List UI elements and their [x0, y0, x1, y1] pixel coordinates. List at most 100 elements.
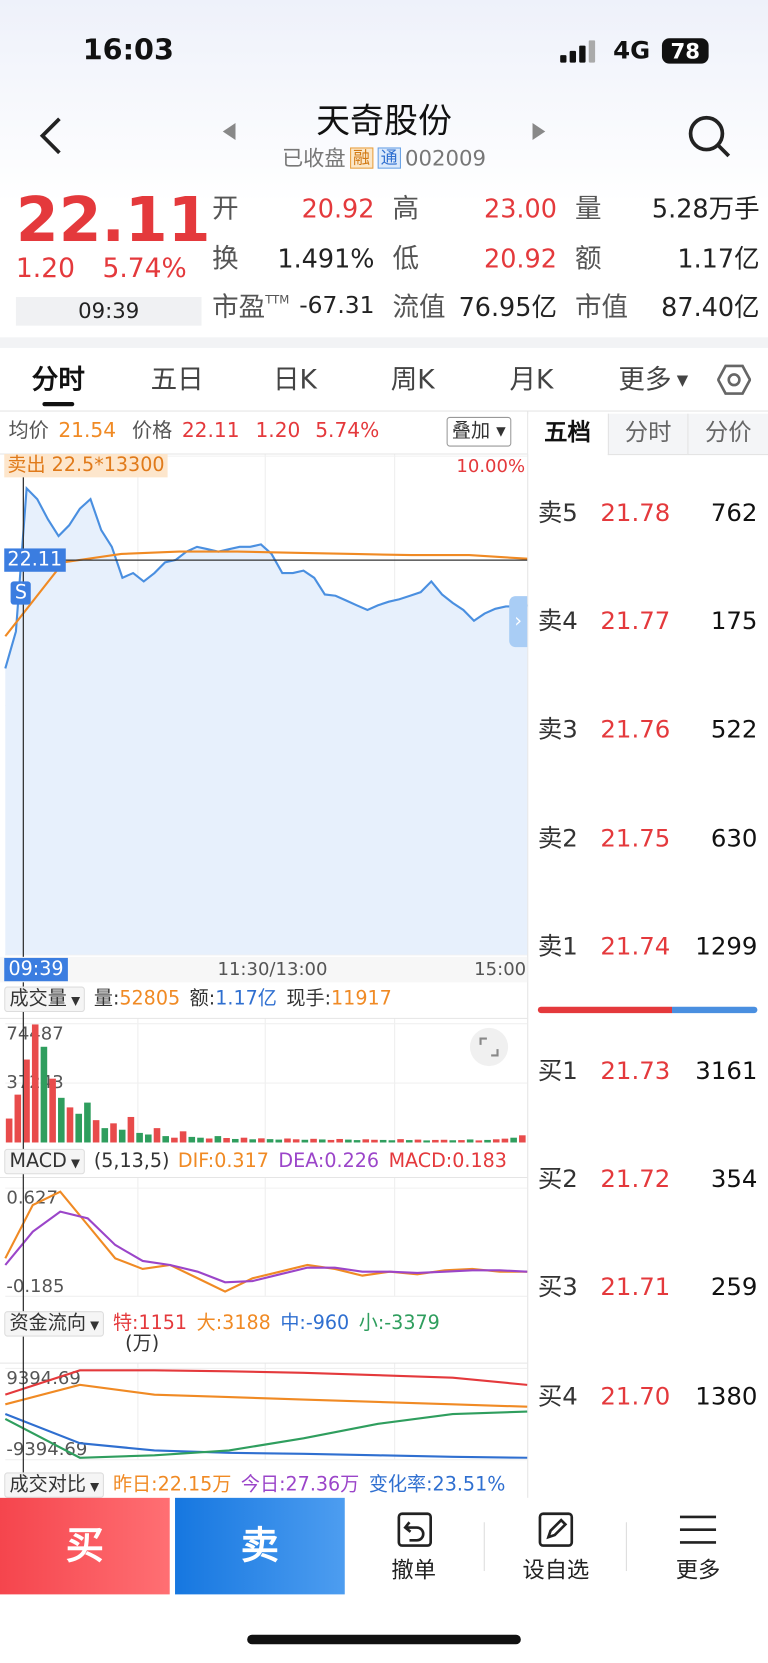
volume-bar	[49, 1078, 56, 1143]
selector-text: 资金流向	[9, 1312, 86, 1335]
volume-bar	[440, 1139, 448, 1143]
info-label: 大:	[196, 1312, 223, 1335]
info-label: 特:	[112, 1312, 139, 1335]
indicator-selector[interactable]: MACD ▼	[4, 1148, 86, 1175]
book-volume: 175	[710, 607, 758, 636]
volume-info: 成交量 ▼ 量: 52805 额: 1.17亿 现手: 11917	[4, 986, 401, 1013]
x-axis-bg	[0, 956, 528, 983]
info-label: DEA:	[278, 1149, 325, 1173]
separator	[0, 337, 768, 348]
info-value: -3379	[384, 1312, 440, 1335]
more-icon[interactable]	[679, 1514, 717, 1546]
expand-tab[interactable]: ›	[509, 596, 528, 648]
stat-value: 1.17亿	[677, 243, 760, 274]
volume-bar	[458, 1140, 465, 1143]
book-tab[interactable]: 分时	[607, 413, 688, 456]
info-label: 小:	[358, 1312, 385, 1335]
volume-bar	[136, 1132, 143, 1143]
book-label: 卖1	[537, 933, 578, 962]
volume-bar	[258, 1138, 265, 1143]
watchlist-label[interactable]: 设自选	[522, 1557, 590, 1583]
volume-bar	[310, 1138, 317, 1143]
volume-bar	[388, 1140, 396, 1143]
expand-icon[interactable]	[469, 1027, 509, 1067]
y-tick-label: -9394.69	[6, 1439, 87, 1460]
info-value: 1.20	[255, 419, 301, 443]
info-value: 22.11	[181, 419, 240, 443]
series-line	[5, 1383, 528, 1408]
stat-value: 23.00	[484, 194, 557, 224]
book-label: 卖4	[537, 607, 578, 636]
tab[interactable]: 周K	[390, 363, 435, 395]
volume-bar	[188, 1136, 196, 1143]
info-value: 52805	[119, 987, 181, 1010]
book-tab[interactable]: 五档	[528, 413, 607, 455]
selector-caret: ▼	[90, 1318, 100, 1333]
volume-bar	[162, 1136, 169, 1143]
book-label: 买3	[537, 1274, 578, 1302]
indicator-selector[interactable]: 资金流向 ▼	[4, 1311, 105, 1337]
stat-label-text: 市盈	[212, 291, 266, 323]
info-value: 0.226	[324, 1149, 380, 1173]
book-label: 卖5	[537, 499, 578, 528]
info-value: 11917	[331, 987, 392, 1010]
volume-bar	[14, 1094, 22, 1143]
selector-caret: ▼	[90, 1479, 100, 1494]
book-tab[interactable]: 分价	[687, 413, 768, 456]
tab[interactable]: 更多	[618, 363, 672, 395]
tab[interactable]: 分时	[31, 363, 85, 395]
volume-bar	[266, 1139, 274, 1143]
stat-value: 20.92	[301, 194, 375, 224]
info-value: 5.74%	[315, 419, 380, 443]
volume-bar	[466, 1139, 474, 1143]
info-label: 均价	[8, 419, 49, 443]
cursor-price: 22.11	[4, 548, 66, 572]
info-label: MACD:	[388, 1149, 453, 1173]
sell-button[interactable]: 卖	[175, 1497, 345, 1595]
book-label: 卖3	[537, 716, 578, 744]
book-label: 买1	[537, 1057, 578, 1086]
volume-bar	[379, 1139, 387, 1143]
buy-label: 买	[65, 1524, 104, 1568]
buy-button[interactable]: 买	[0, 1497, 170, 1595]
next-stock[interactable]	[530, 122, 547, 141]
stat-value: 87.40亿	[661, 292, 760, 323]
settings-icon[interactable]	[717, 364, 752, 396]
series-line	[4, 550, 528, 637]
indicator-selector[interactable]: 成交量 ▼	[4, 986, 86, 1013]
selector-text: 成交量	[9, 987, 67, 1010]
tab[interactable]: 月K	[509, 363, 554, 395]
search-button[interactable]	[687, 115, 732, 160]
ratio-bar	[537, 1006, 758, 1014]
more-label[interactable]: 更多	[675, 1557, 721, 1583]
tab[interactable]: 五日	[150, 363, 204, 395]
back-button[interactable]	[36, 115, 68, 157]
volume-bar	[397, 1139, 404, 1143]
info-value: -960	[305, 1312, 350, 1335]
info-value: 0.317	[214, 1149, 269, 1173]
stat-label: 开	[212, 195, 239, 222]
book-volume: 1380	[695, 1383, 758, 1411]
volume-bar	[301, 1139, 309, 1143]
volume-bar	[75, 1113, 82, 1143]
volume-bar	[510, 1137, 517, 1143]
series-line	[4, 1369, 528, 1396]
prev-stock[interactable]	[221, 122, 238, 141]
watchlist-icon[interactable]	[538, 1512, 574, 1548]
volume-bar	[179, 1131, 187, 1143]
stat-label: 量	[575, 195, 602, 222]
cancel-label[interactable]: 撤单	[391, 1557, 436, 1583]
overlay-button[interactable]: 叠加 ▾	[446, 416, 512, 447]
indicator-selector[interactable]: 成交对比 ▼	[4, 1472, 105, 1498]
x-tick-label: 15:00	[474, 958, 527, 981]
volume-bar	[84, 1102, 91, 1143]
book-volume: 522	[710, 716, 758, 744]
network: 4G	[613, 37, 651, 65]
cancel-icon[interactable]	[397, 1512, 433, 1548]
volume-bar	[275, 1139, 283, 1143]
volume-bar	[118, 1129, 126, 1143]
tab[interactable]: 日K	[272, 363, 317, 395]
top-bg	[0, 0, 768, 338]
volume-bar	[231, 1138, 239, 1143]
